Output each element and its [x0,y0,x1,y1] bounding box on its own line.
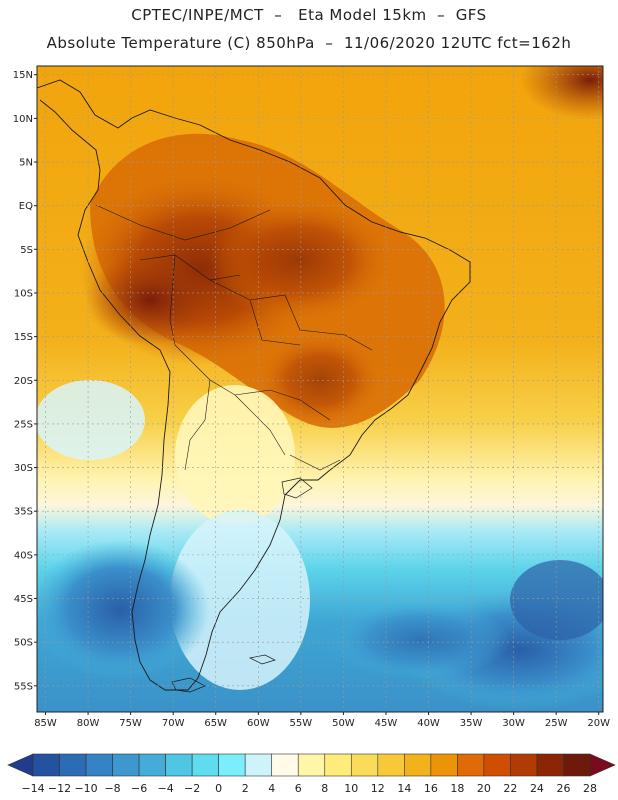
lon-label: 45W [375,718,398,729]
lat-label: 10S [14,288,33,299]
colorbar-segment [377,753,405,777]
lon-label: 25W [545,718,568,729]
colorbar-segments [7,753,616,777]
colorbar-segment [483,753,511,777]
colorbar-tick-label: −2 [184,782,200,795]
colorbar-tick-label: −6 [131,782,147,795]
colorbar-segment [85,753,113,777]
colorbar-tick-label: 8 [321,782,328,795]
lon-label: 50W [332,718,355,729]
lat-label: 25S [14,419,33,430]
colorbar-tick-label: 2 [242,782,249,795]
colorbar-segment [510,753,538,777]
colorbar-segment [350,753,379,777]
lat-label: 5N [19,158,33,169]
lon-label: 35W [460,718,483,729]
lon-label: 70W [162,718,185,729]
latitude-labels: 15N 10N 5N EQ 5S 10S 15S 20S 25S 30S 35S 40S 45S 50S 5… [13,70,37,692]
chart-title-line1: CPTEC/INPE/MCT – Eta Model 15km – GFS [131,6,487,24]
colorbar-tick-label: 0 [215,782,222,795]
lat-label: 45S [14,594,33,605]
colorbar-tick-label: 28 [583,782,597,795]
colorbar-segment [457,753,485,777]
lon-label: 60W [247,718,270,729]
lon-label: 20W [587,718,610,729]
colorbar-segment [191,753,219,777]
colorbar-tick-label: 4 [268,782,275,795]
colorbar-segment [244,753,273,777]
map-frame [36,65,604,713]
colorbar-tick-label: 16 [424,782,438,795]
graticule [37,66,603,712]
chart-title-line2: Absolute Temperature (C) 850hPa – 11/06/… [46,34,572,52]
colorbar-segment [430,753,458,777]
lon-label: 40W [417,718,440,729]
colorbar-segment [165,753,193,777]
colorbar-tick-label: −8 [104,782,120,795]
colorbar-tick-label: −4 [158,782,174,795]
lat-label: 20S [14,376,33,387]
colorbar-segment [563,753,591,777]
colorbar-tick-label: 20 [477,782,491,795]
lat-label: 5S [20,245,33,256]
lat-label: 15S [14,332,33,343]
colorbar-segment [138,753,166,777]
colorbar-segment [271,753,299,777]
lon-label: 65W [204,718,227,729]
lat-label: 35S [14,507,33,518]
lat-label: EQ [19,201,33,212]
colorbar-arrow-left [7,753,34,777]
colorbar-tick-labels: −14 −12 −10 −8 −6 −4 −2 0 2 4 6 8 10 12 14 16 18 20 22 24 26… [21,782,597,795]
colorbar: −14 −12 −10 −8 −6 −4 −2 0 2 4 6 8 10 12 14 16 18 20 22 24 26… [7,753,616,795]
colorbar-segment [404,753,432,777]
lon-label: 85W [34,718,57,729]
lat-label: 55S [14,681,33,692]
colorbar-segment [218,753,246,777]
colorbar-tick-label: 18 [450,782,464,795]
lon-label: 30W [502,718,525,729]
lat-label: 15N [13,70,33,81]
colorbar-tick-label: −12 [48,782,71,795]
lon-label: 55W [290,718,313,729]
lat-label: 40S [14,550,33,561]
lat-label: 30S [14,463,33,474]
colorbar-tick-label: 10 [344,782,358,795]
colorbar-segment [324,753,352,777]
colorbar-tick-label: 14 [397,782,411,795]
colorbar-tick-label: −14 [21,782,44,795]
colorbar-segment [536,753,564,777]
colorbar-arrow-right [589,753,616,777]
colorbar-tick-label: −10 [74,782,97,795]
colorbar-tick-label: 24 [530,782,544,795]
lon-label: 80W [77,718,100,729]
lat-label: 10N [13,114,33,125]
colorbar-segment [32,753,60,777]
lat-label: 50S [14,638,33,649]
longitude-labels: 85W 80W 75W 70W 65W 60W 55W 50W 45W 40W 35W 30W 25W 2… [34,712,610,729]
colorbar-segment [297,753,326,777]
colorbar-tick-label: 26 [556,782,570,795]
colorbar-segment [112,753,140,777]
colorbar-tick-label: 12 [371,782,385,795]
colorbar-tick-label: 22 [503,782,517,795]
colorbar-segment [59,753,87,777]
lon-label: 75W [119,718,142,729]
colorbar-tick-label: 6 [295,782,302,795]
temperature-field [37,66,603,712]
